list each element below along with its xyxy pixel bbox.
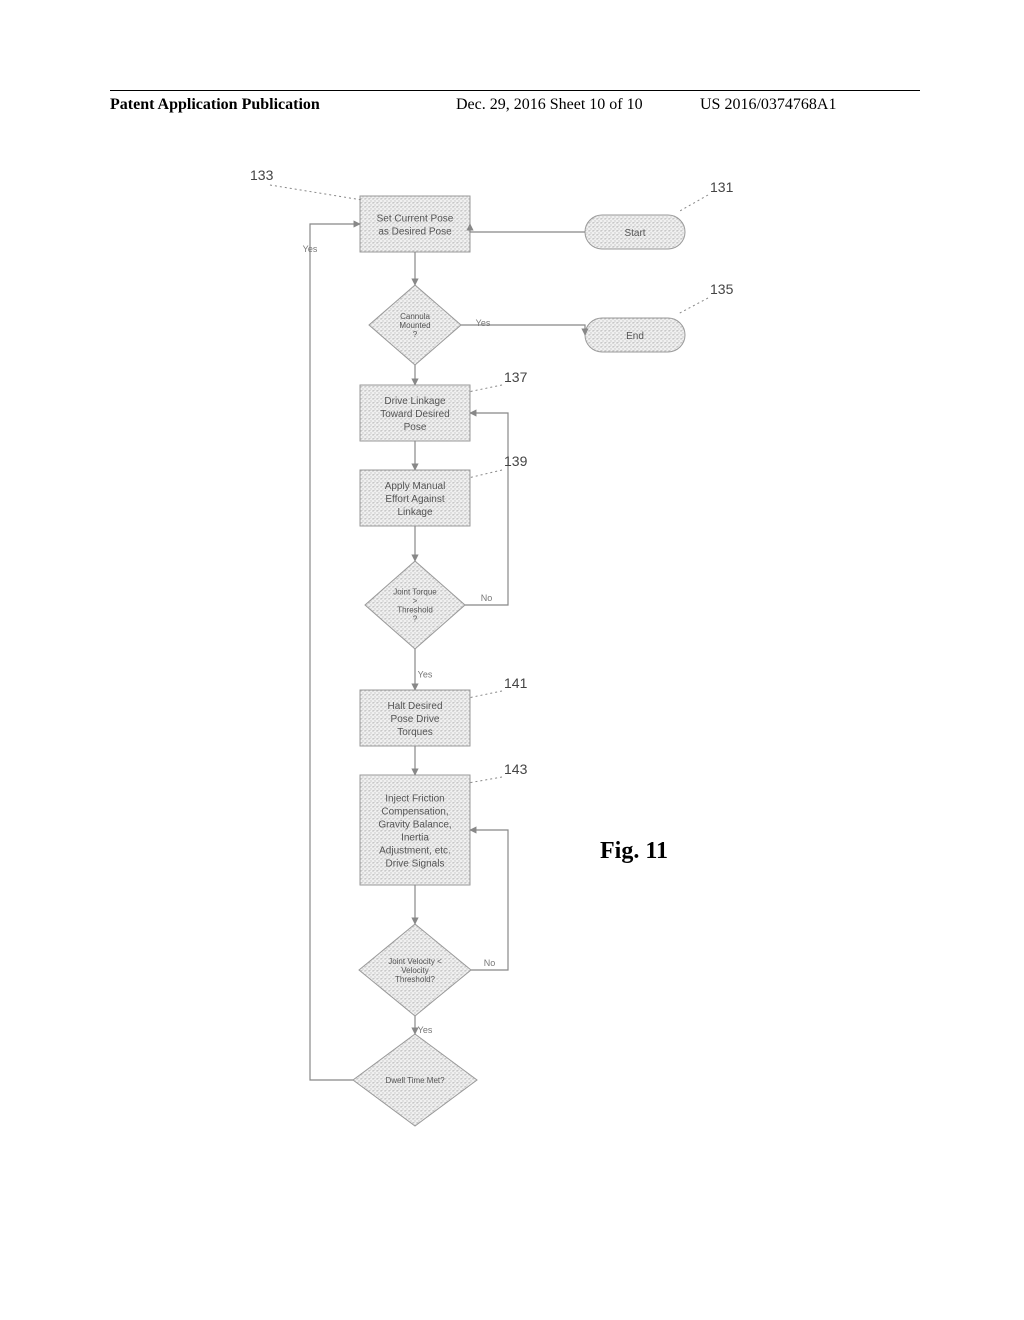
edge-6 [465, 413, 508, 605]
ref-n135_label: 135 [710, 281, 734, 297]
node-text-jtorque-2: Threshold [397, 606, 433, 615]
node-text-cannula-0: Cannula [400, 312, 430, 321]
figure-label: Fig. 11 [600, 838, 668, 865]
edge-label-6: No [481, 593, 493, 603]
leader-2 [678, 298, 708, 314]
edge-0 [470, 224, 585, 232]
node-text-drive-1: Toward Desired [380, 409, 449, 420]
edge-12 [310, 224, 360, 1080]
node-text-inject-3: Inertia [401, 833, 429, 844]
node-text-jtorque-1: > [413, 597, 418, 606]
node-text-halt-2: Torques [397, 727, 433, 738]
edge-label-2: Yes [476, 318, 491, 328]
node-text-drive-0: Drive Linkage [384, 396, 446, 407]
leader-1 [678, 195, 708, 212]
header-rule [110, 90, 920, 91]
node-text-apply-2: Linkage [397, 507, 432, 518]
node-text-cannula-2: ? [413, 330, 418, 339]
node-text-end-0: End [626, 331, 644, 342]
leader-6 [468, 777, 502, 783]
node-text-setpose-0: Set Current Pose [377, 214, 454, 225]
ref-n131_label: 131 [710, 179, 734, 195]
node-text-inject-4: Adjustment, etc. [379, 846, 451, 857]
ref-n143_label: 143 [504, 761, 528, 777]
edge-10 [470, 830, 508, 970]
flowchart-container: Start End Set Current Pose as Desired Pose C… [240, 170, 800, 1230]
node-text-dwell-0: Dwell Time Met? [385, 1076, 445, 1085]
ref-n137_label: 137 [504, 369, 528, 385]
edge-label-11: Yes [418, 1025, 433, 1035]
node-text-inject-5: Drive Signals [386, 859, 445, 870]
header-left: Patent Application Publication [110, 96, 320, 114]
ref-n133_label: 133 [250, 167, 274, 183]
node-text-jtorque-3: ? [413, 615, 418, 624]
node-text-jvel-2: Threshold? [395, 975, 436, 984]
ref-n141_label: 141 [504, 675, 528, 691]
header-right: US 2016/0374768A1 [700, 96, 836, 114]
leader-4 [468, 470, 502, 478]
node-text-jtorque-0: Joint Torque [393, 588, 437, 597]
leader-0 [270, 185, 362, 200]
leader-3 [468, 385, 502, 392]
leader-5 [468, 691, 502, 698]
node-text-halt-0: Halt Desired [387, 701, 442, 712]
node-text-inject-0: Inject Friction [385, 794, 444, 805]
header-center: Dec. 29, 2016 Sheet 10 of 10 [456, 96, 643, 114]
node-text-jvel-0: Joint Velocity < [388, 957, 442, 966]
node-text-jvel-1: Velocity [401, 966, 429, 975]
edge-label-10: No [484, 958, 496, 968]
node-text-cannula-1: Mounted [399, 321, 430, 330]
node-text-apply-0: Apply Manual [385, 481, 446, 492]
node-text-halt-1: Pose Drive [391, 714, 440, 725]
node-text-start-0: Start [624, 228, 645, 239]
flowchart-svg: Start End Set Current Pose as Desired Pose C… [240, 170, 800, 1230]
node-text-inject-1: Compensation, [381, 807, 448, 818]
edge-label-7: Yes [418, 670, 433, 680]
node-text-setpose-1: as Desired Pose [378, 227, 452, 238]
node-text-drive-2: Pose [404, 422, 427, 433]
node-text-apply-1: Effort Against [385, 494, 445, 505]
edge-label-12: Yes [303, 244, 318, 254]
ref-n139_label: 139 [504, 453, 528, 469]
node-text-inject-2: Gravity Balance, [378, 820, 451, 831]
